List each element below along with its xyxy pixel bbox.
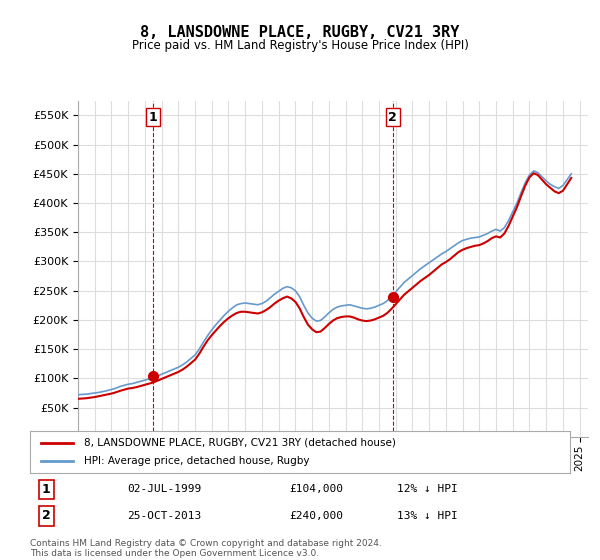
Text: £240,000: £240,000 (289, 511, 343, 521)
Text: 1: 1 (42, 483, 50, 496)
Text: 2: 2 (388, 111, 397, 124)
Text: 13% ↓ HPI: 13% ↓ HPI (397, 511, 458, 521)
Text: 12% ↓ HPI: 12% ↓ HPI (397, 484, 458, 494)
Text: Contains HM Land Registry data © Crown copyright and database right 2024.
This d: Contains HM Land Registry data © Crown c… (30, 539, 382, 558)
Text: 8, LANSDOWNE PLACE, RUGBY, CV21 3RY: 8, LANSDOWNE PLACE, RUGBY, CV21 3RY (140, 25, 460, 40)
Text: HPI: Average price, detached house, Rugby: HPI: Average price, detached house, Rugb… (84, 456, 310, 466)
Text: 02-JUL-1999: 02-JUL-1999 (127, 484, 202, 494)
Text: 2: 2 (42, 510, 50, 522)
Text: 1: 1 (149, 111, 158, 124)
Text: Price paid vs. HM Land Registry's House Price Index (HPI): Price paid vs. HM Land Registry's House … (131, 39, 469, 52)
Text: 25-OCT-2013: 25-OCT-2013 (127, 511, 202, 521)
Text: 8, LANSDOWNE PLACE, RUGBY, CV21 3RY (detached house): 8, LANSDOWNE PLACE, RUGBY, CV21 3RY (det… (84, 438, 396, 448)
Text: £104,000: £104,000 (289, 484, 343, 494)
